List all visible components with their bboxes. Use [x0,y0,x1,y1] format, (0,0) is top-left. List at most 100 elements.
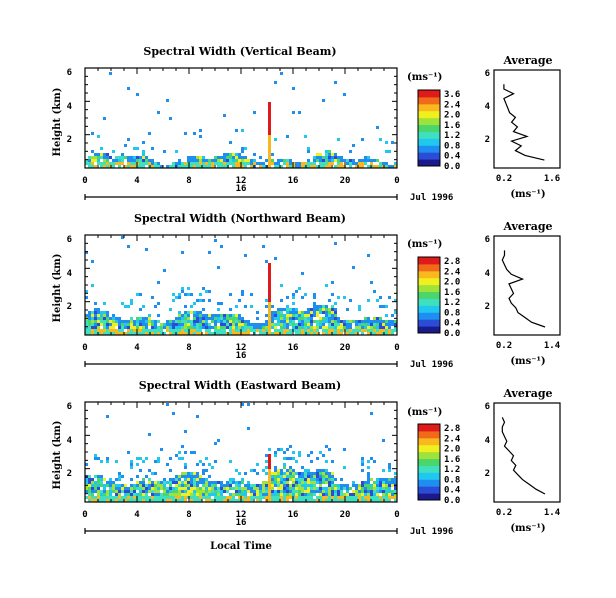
heatmap-cell [385,487,388,490]
heatmap-cell [151,159,154,162]
heatmap-cell [283,487,286,490]
heatmap-cell [238,332,241,335]
heatmap-cell [190,332,193,335]
heatmap-cell [133,487,136,490]
colorbar-tick-label: 1.2 [444,298,460,308]
heatmap-cell [268,329,271,332]
heatmap-cell [169,165,172,168]
heatmap-cell [298,320,301,323]
heatmap-cell [346,496,349,499]
heatmap-cell [124,490,127,493]
heatmap-cell [208,481,211,484]
heatmap-cell [121,323,124,326]
heatmap-cell [97,326,100,329]
heatmap-cell [277,487,280,490]
heatmap-cell [271,320,274,323]
heatmap-cell [292,469,295,472]
heatmap-cell [142,478,145,481]
heatmap-cell [301,499,304,502]
heatmap-cell [142,487,145,490]
heatmap-cell [250,305,253,308]
heatmap-cell [265,329,268,332]
heatmap-cell [220,162,223,165]
heatmap-cell [94,487,97,490]
heatmap-cell [232,496,235,499]
heatmap-cell [277,496,280,499]
heatmap-cell [337,162,340,165]
heatmap-cell [274,326,277,329]
heatmap-cell [85,329,88,332]
heatmap-cell [157,484,160,487]
heatmap-cell [214,487,217,490]
heatmap-cell [157,162,160,165]
heatmap-cell [244,329,247,332]
heatmap-cell [319,478,322,481]
heatmap-cell [295,332,298,335]
heatmap-cell [274,138,277,141]
heatmap-cell [313,156,316,159]
heatmap-cell [349,499,352,502]
heatmap-cell [94,454,97,457]
heatmap-cell [196,323,199,326]
heatmap-cell [325,156,328,159]
heatmap-cell [133,332,136,335]
heatmap-cell [268,308,271,311]
heatmap-cell [247,481,250,484]
heatmap-cell [250,323,253,326]
heatmap-cell [235,481,238,484]
heatmap-cell [223,320,226,323]
heatmap-cell [274,475,277,478]
heatmap-cell [316,332,319,335]
heatmap-cell [85,162,88,165]
heatmap-cell [286,159,289,162]
heatmap-cell [163,481,166,484]
heatmap-cell [250,496,253,499]
heatmap-cell [151,472,154,475]
chart-title: Spectral Width (Northward Beam) [134,212,346,225]
heatmap-cell [205,162,208,165]
heatmap-cell [112,326,115,329]
heatmap-cell [304,484,307,487]
heatmap-cell [94,326,97,329]
heatmap-cell [376,329,379,332]
heatmap-cell [223,487,226,490]
heatmap-cell [193,490,196,493]
heatmap-cell [136,159,139,162]
heatmap-cell [193,317,196,320]
heatmap-cell [235,305,238,308]
heatmap-cell [184,332,187,335]
heatmap-cell [199,129,202,132]
heatmap-cell [244,165,247,168]
heatmap-cell [376,159,379,162]
heatmap-cell [103,302,106,305]
heatmap-cell [259,165,262,168]
heatmap-cell [178,496,181,499]
heatmap-cell [316,156,319,159]
heatmap-cell [373,487,376,490]
heatmap-cell [346,493,349,496]
heatmap-cell [313,293,316,296]
heatmap-cell [256,472,259,475]
heatmap-cell [193,484,196,487]
heatmap-cell [178,314,181,317]
date-tick-label: 16 [236,351,247,361]
heatmap-cell [256,484,259,487]
average-profile-line [501,417,546,495]
heatmap-cell [394,323,397,326]
heatmap-cell [295,165,298,168]
heatmap-cell [391,496,394,499]
heatmap-cell [148,481,151,484]
heatmap-cell [229,493,232,496]
heatmap-cell [361,490,364,493]
heatmap-cell [118,490,121,493]
heatmap-cell [316,314,319,317]
heatmap-cell [199,320,202,323]
heatmap-cell [283,314,286,317]
heatmap-cell [253,490,256,493]
heatmap-cell [340,499,343,502]
average-title: Average [502,54,552,67]
heatmap-cell [364,487,367,490]
heatmap-cell [190,329,193,332]
heatmap-cell [322,481,325,484]
heatmap-cell [391,493,394,496]
